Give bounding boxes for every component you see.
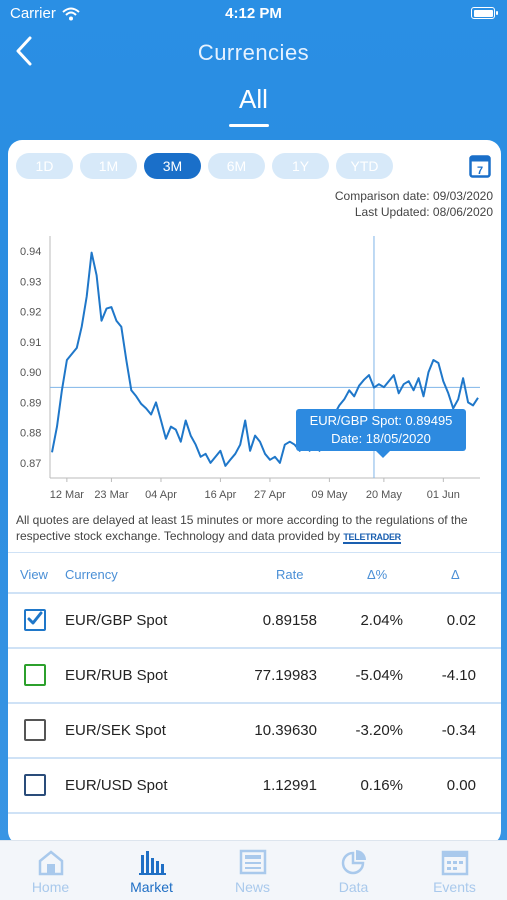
chart-meta: Comparison date: 09/03/2020 Last Updated… [335,188,493,220]
back-button[interactable] [12,34,42,74]
tab-label: Data [338,879,369,895]
battery-icon [471,7,498,19]
pct-change: -5.04% [355,667,403,684]
table-header: View Currency Rate Δ% Δ [8,552,501,594]
y-tick-label: 0.94 [20,246,41,258]
currency-name: EUR/GBP Spot [65,612,168,629]
tab-label: News [234,879,270,895]
checkbox-unchecked[interactable] [24,774,46,796]
tab-home[interactable]: Home [0,847,101,895]
carrier-label: Carrier [10,5,56,22]
delta-change: -4.10 [441,667,476,684]
col-pct: Δ% [367,567,388,582]
period-tabs: 1D 1M 3M 6M 1Y YTD [16,153,393,179]
pie-chart-icon [341,850,366,875]
chevron-left-icon [16,36,32,66]
tab-label: Home [31,879,70,895]
status-bar: Carrier 4:12 PM [0,0,507,28]
last-updated: Last Updated: 08/06/2020 [354,205,493,219]
teletrader-logo[interactable]: TELETRADER [343,532,401,544]
y-tick-label: 0.92 [20,307,41,319]
col-view: View [20,567,48,582]
svg-text:7: 7 [477,165,483,177]
checkbox-unchecked[interactable] [24,719,46,741]
chart-tooltip: EUR/GBP Spot: 0.89495 Date: 18/05/2020 [296,409,466,458]
newspaper-icon [239,849,266,875]
price-chart[interactable]: 0.87 0.88 0.89 0.90 0.91 0.92 0.93 0.94 12 Mar 23… [8,228,501,503]
y-tick-label: 0.91 [20,337,41,349]
checkbox-unchecked[interactable] [24,664,46,686]
period-tab-6m[interactable]: 6M [208,153,265,179]
delta-change: -0.34 [441,722,476,739]
pct-change: -3.20% [355,722,403,739]
nav-bar: Currencies [0,30,507,80]
rate-value: 77.19983 [254,667,317,684]
y-tick-label: 0.87 [20,458,41,470]
tab-label: Market [130,879,173,895]
tab-bar: Home Market News Data Events [0,840,507,900]
table-row[interactable]: EUR/USD Spot 1.12991 0.16% 0.00 [8,759,501,814]
calendar-button[interactable]: 7 [469,154,491,178]
comparison-date: Comparison date: 09/03/2020 [334,189,493,203]
chart-card: 1D 1M 3M 6M 1Y YTD 7 Comparison date: 09/03/2… [8,140,501,845]
y-tick-label: 0.89 [20,397,41,409]
y-tick-label: 0.93 [20,276,41,288]
checkbox-checked[interactable] [24,609,46,631]
chart-svg: 0.87 0.88 0.89 0.90 0.91 0.92 0.93 0.94 12 Mar 23… [20,236,480,501]
tab-news[interactable]: News [202,847,303,895]
home-icon [38,850,63,876]
series-line-eur-gbp [51,251,479,467]
carrier: Carrier [10,5,80,22]
delta-change: 0.00 [446,777,476,794]
x-tick-label: 16 Apr [205,489,237,501]
tab-data[interactable]: Data [303,847,404,895]
period-tab-1m[interactable]: 1M [80,153,137,179]
page-title: Currencies [197,40,310,65]
x-tick-label: 01 Jun [427,489,460,501]
section-underline [229,124,269,127]
currency-name: EUR/SEK Spot [65,722,166,739]
y-tick-label: 0.90 [20,367,41,379]
x-tick-label: 04 Apr [145,489,177,501]
col-currency: Currency [65,567,118,582]
x-tick-label: 23 Mar [94,489,129,501]
tab-market[interactable]: Market [101,847,202,895]
x-tick-label: 09 May [311,489,348,501]
disclaimer: All quotes are delayed at least 15 minut… [16,512,496,544]
col-delta: Δ [451,567,460,582]
x-tick-label: 20 May [366,489,403,501]
period-tab-3m[interactable]: 3M [144,153,201,179]
period-tab-1y[interactable]: 1Y [272,153,329,179]
pct-change: 0.16% [360,777,403,794]
x-tick-label: 12 Mar [50,489,85,501]
tooltip-series: EUR/GBP Spot: 0.89495 [309,413,453,428]
x-tick-label: 27 Apr [254,489,286,501]
tab-label: Events [433,879,476,895]
calendar-icon: 7 [469,155,491,178]
currency-name: EUR/RUB Spot [65,667,168,684]
table-row[interactable]: EUR/RUB Spot 77.19983 -5.04% -4.10 [8,649,501,704]
wifi-icon [62,7,80,20]
bar-chart-icon [138,851,166,875]
rate-value: 10.39630 [254,722,317,739]
section-title[interactable]: All [239,84,268,114]
pct-change: 2.04% [360,612,403,629]
checkmark-icon [27,611,43,625]
tab-events[interactable]: Events [404,847,505,895]
clock: 4:12 PM [225,5,282,22]
col-rate: Rate [276,567,304,582]
period-tab-ytd[interactable]: YTD [336,153,393,179]
table-row[interactable]: EUR/GBP Spot 0.89158 2.04% 0.02 [8,594,501,649]
period-tab-1d[interactable]: 1D [16,153,73,179]
tooltip-date: Date: 18/05/2020 [331,431,431,446]
rate-value: 0.89158 [262,612,317,629]
rate-value: 1.12991 [262,777,317,794]
disclaimer-text: All quotes are delayed at least 15 minut… [16,513,468,543]
delta-change: 0.02 [446,612,476,629]
y-tick-label: 0.88 [20,428,41,440]
currency-name: EUR/USD Spot [65,777,168,794]
table-row[interactable]: EUR/SEK Spot 10.39630 -3.20% -0.34 [8,704,501,759]
calendar-grid-icon [441,850,468,876]
